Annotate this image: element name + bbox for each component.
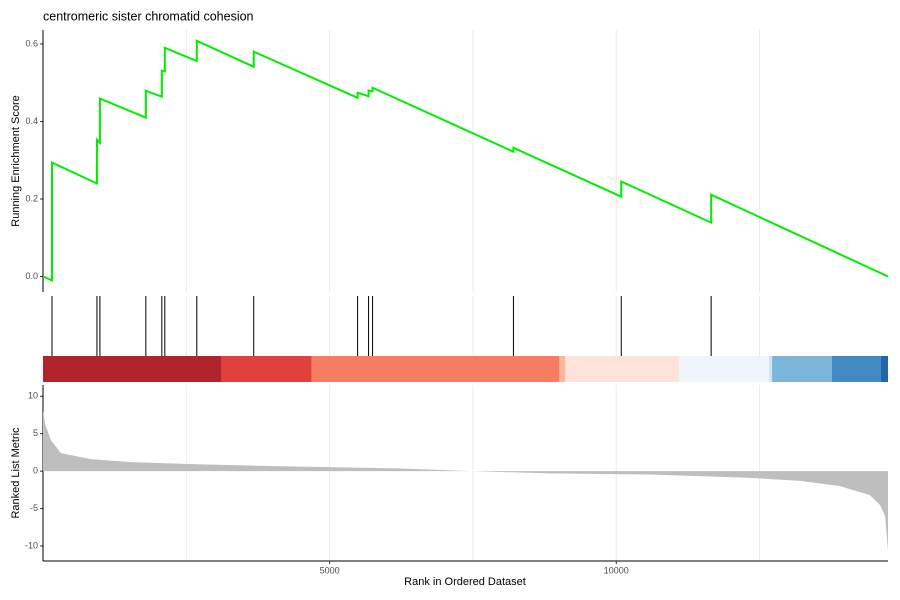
color-band xyxy=(679,356,770,382)
y-tick-label: 0.6 xyxy=(25,38,38,48)
chart-title: centromeric sister chromatid cohesion xyxy=(43,9,254,23)
x-tick-label: 5000 xyxy=(320,565,340,575)
metric-area xyxy=(43,410,888,552)
color-band xyxy=(43,356,222,382)
color-band xyxy=(565,356,680,382)
color-band xyxy=(559,356,566,382)
y-tick-label: 10 xyxy=(28,391,38,401)
y-axis-label: Ranked List Metric xyxy=(10,427,22,519)
color-band xyxy=(831,356,881,382)
y-tick-label: 0 xyxy=(33,466,38,476)
color-band xyxy=(769,356,773,382)
y-tick-label: 0.4 xyxy=(25,116,38,126)
y-tick-label: 5 xyxy=(33,428,38,438)
y-axis-label: Running Enrichment Score xyxy=(10,95,22,226)
color-band xyxy=(221,356,312,382)
enrichment-line xyxy=(42,39,889,282)
x-tick-label: 10000 xyxy=(604,565,629,575)
y-tick-label: -10 xyxy=(25,540,38,550)
color-band xyxy=(772,356,832,382)
color-band xyxy=(311,356,560,382)
y-tick-label: 0.2 xyxy=(25,193,38,203)
y-tick-label: -5 xyxy=(30,503,38,513)
color-band xyxy=(880,356,888,382)
x-axis-label: Rank in Ordered Dataset xyxy=(404,576,526,588)
y-tick-label: 0.0 xyxy=(25,271,38,281)
